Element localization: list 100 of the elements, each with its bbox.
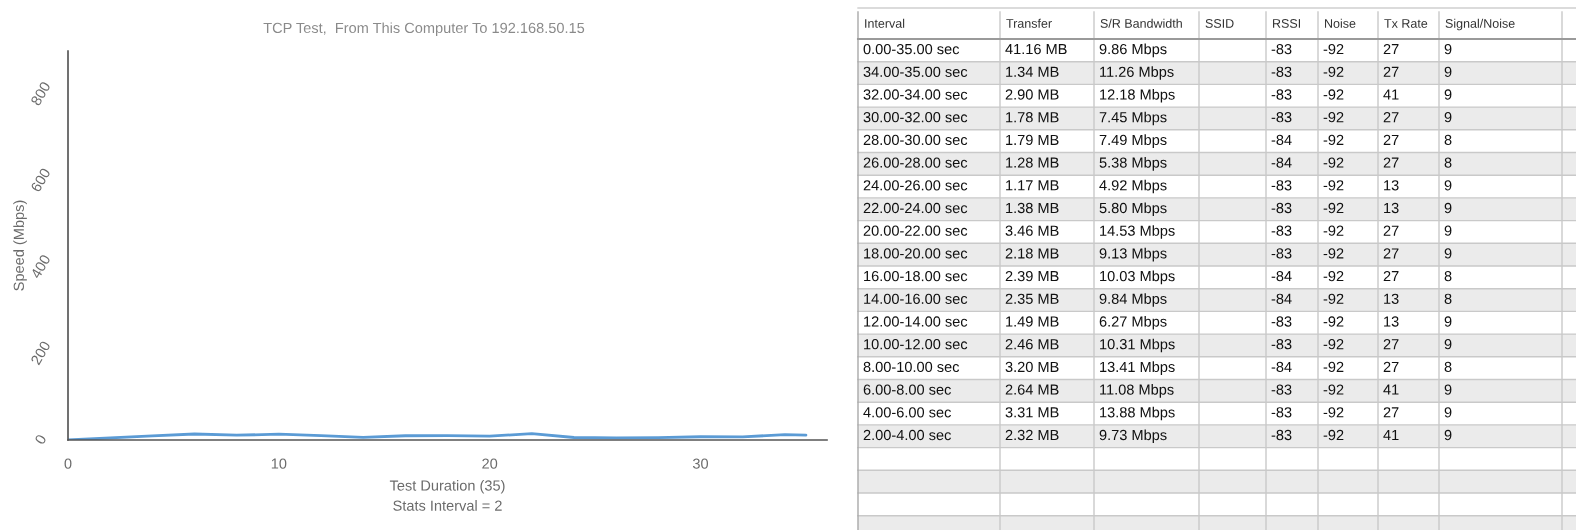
text: -84: [1271, 293, 1292, 304]
text: 5.80 Mbps: [1099, 202, 1167, 217]
text: 2.18 MB: [1005, 248, 1059, 259]
text: 41: [1383, 384, 1399, 395]
text: 30.00-32.00 sec: [863, 112, 968, 123]
y-tick-label: 400: [30, 253, 51, 280]
chart-title: TCP Test, From This Computer To 192.168.50.15: [263, 22, 585, 36]
y-tick-label: 0: [34, 433, 47, 445]
text: 9: [1444, 89, 1452, 100]
text: 3.46 MB: [1005, 225, 1059, 236]
text: 32.00-34.00 sec: [863, 89, 968, 100]
text: 14.53 Mbps: [1100, 225, 1175, 239]
text: 11.08 Mbps: [1100, 384, 1174, 398]
text: 9: [1444, 429, 1452, 441]
category-label: S/R Bandwidth: [1100, 18, 1182, 28]
text: 8: [1444, 157, 1452, 168]
text: 1.17 MB: [1006, 180, 1059, 191]
category-label: SSID: [1205, 19, 1234, 28]
text: -92: [1323, 293, 1344, 304]
text: -92: [1323, 134, 1344, 146]
category-label: RSSI: [1273, 19, 1301, 28]
category-label: Tx Rate: [1384, 19, 1428, 28]
text: 8: [1444, 361, 1452, 373]
text: -92: [1323, 270, 1344, 282]
text: 4.92 Mbps: [1099, 179, 1167, 194]
text: 9: [1444, 112, 1452, 123]
text: 2.39 MB: [1005, 270, 1059, 282]
text: 27: [1383, 157, 1399, 168]
text: 27: [1383, 407, 1399, 418]
text: 2.64 MB: [1005, 384, 1059, 395]
text: 27: [1383, 225, 1399, 236]
text: 9: [1444, 384, 1452, 395]
text: 11.26 Mbps: [1100, 66, 1174, 80]
text: 27: [1383, 248, 1399, 259]
category-label: Noise: [1325, 18, 1356, 28]
text: -92: [1323, 407, 1344, 418]
text: -83: [1271, 66, 1292, 77]
text: -83: [1271, 407, 1292, 418]
text: -92: [1323, 384, 1344, 395]
text: 9.84 Mbps: [1099, 293, 1167, 307]
text: 20.00-22.00 sec: [863, 225, 968, 236]
text: 27: [1383, 134, 1399, 145]
text: -92: [1323, 43, 1344, 55]
text: 9: [1444, 202, 1452, 214]
x-tick-label: 0: [64, 458, 72, 469]
text: 8: [1444, 270, 1452, 282]
text: -92: [1323, 157, 1344, 168]
text: 6.27 Mbps: [1099, 315, 1167, 330]
text: 9: [1444, 43, 1452, 55]
text: 34.00-35.00 sec: [863, 66, 968, 77]
text: -83: [1271, 43, 1292, 55]
text: 2.32 MB: [1005, 429, 1059, 441]
text: 41.16 MB: [1005, 43, 1067, 55]
text: 6.00-8.00 sec: [863, 384, 951, 395]
text: 0.00-35.00 sec: [863, 43, 960, 55]
text: 10.31 Mbps: [1100, 338, 1175, 353]
text: 14.00-16.00 sec: [864, 293, 968, 304]
y-tick-label: 200: [30, 340, 51, 366]
text: 3.31 MB: [1005, 407, 1059, 418]
x-tick-label: 10: [271, 458, 287, 469]
text: -92: [1323, 89, 1344, 100]
text: 12.18 Mbps: [1100, 88, 1175, 103]
text: 27: [1383, 66, 1399, 77]
text: -92: [1323, 112, 1344, 123]
text: 1.38 MB: [1006, 202, 1059, 214]
category-label: Transfer: [1006, 18, 1052, 28]
text: -84: [1271, 361, 1292, 373]
text: 9: [1444, 66, 1452, 77]
text: 9: [1444, 407, 1452, 418]
text: 27: [1383, 270, 1399, 282]
text: 2.90 MB: [1005, 89, 1059, 100]
text: -83: [1271, 112, 1292, 123]
text: 9: [1444, 316, 1452, 327]
text: -92: [1323, 225, 1344, 236]
text: 1.49 MB: [1006, 316, 1059, 327]
text: Stats Interval = 2: [393, 500, 502, 511]
text: 27: [1383, 43, 1399, 55]
text: -83: [1271, 339, 1292, 350]
text: 8.00-10.00 sec: [863, 361, 960, 373]
text: -84: [1271, 270, 1292, 282]
text: 27: [1383, 339, 1399, 350]
x-tick-label: 20: [482, 458, 498, 469]
text: -92: [1323, 361, 1344, 373]
text: 22.00-24.00 sec: [863, 202, 968, 214]
text: 9: [1444, 248, 1452, 259]
text: 13: [1384, 180, 1399, 191]
text: 1.34 MB: [1006, 66, 1059, 77]
text: 2.00-4.00 sec: [863, 429, 951, 441]
text: -92: [1323, 66, 1344, 77]
text: 1.28 MB: [1006, 157, 1059, 168]
text: 24.00-26.00 sec: [863, 180, 968, 191]
text: 27: [1383, 361, 1399, 372]
text: 9: [1444, 339, 1452, 350]
text: 26.00-28.00 sec: [863, 157, 968, 168]
text: 41: [1383, 429, 1399, 441]
text: -83: [1271, 248, 1292, 259]
text: 18.00-20.00 sec: [864, 248, 968, 259]
text: 13.88 Mbps: [1100, 406, 1175, 421]
text: 9.13 Mbps: [1099, 247, 1167, 262]
text: -83: [1271, 89, 1292, 100]
